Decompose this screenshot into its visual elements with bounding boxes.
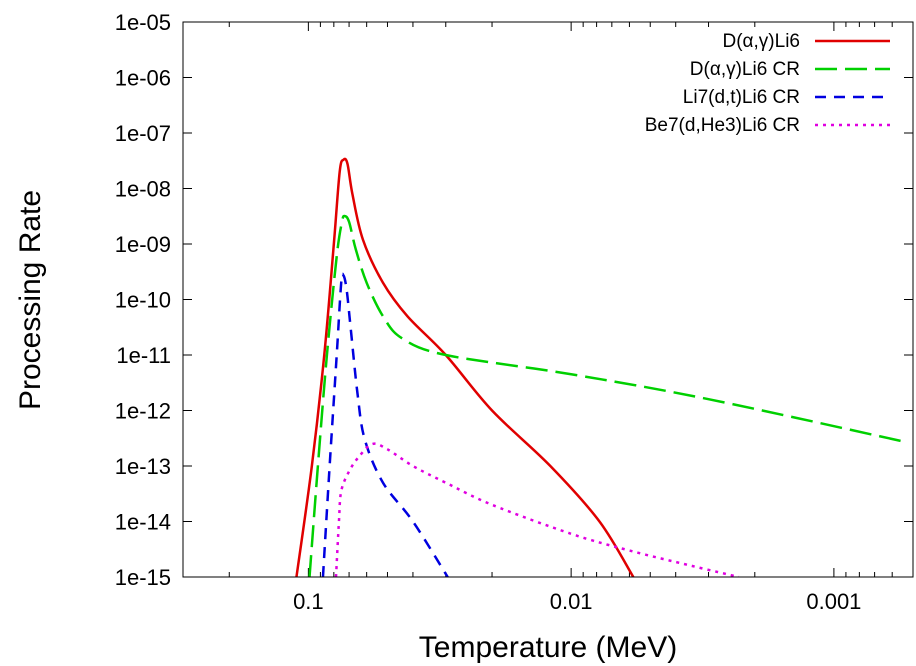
series-line-3 (334, 442, 740, 577)
series-layer (295, 157, 903, 577)
x-tick-label: 0.001 (806, 589, 861, 614)
legend: D(α,γ)Li6 D(α,γ)Li6 CR Li7(d,t)Li6 CR Be7(d… (645, 31, 890, 136)
legend-label: Li7(d,t)Li6 CR (683, 87, 800, 108)
series-line-1 (308, 214, 903, 577)
x-tick-label: 0.01 (550, 589, 593, 614)
y-tick-label: 1e-05 (115, 10, 171, 35)
legend-label: D(α,γ)Li6 (723, 31, 801, 52)
y-tick-label: 1e-15 (115, 565, 171, 590)
legend-label: D(α,γ)Li6 CR (690, 59, 800, 80)
y-tick-label: 1e-09 (115, 232, 171, 257)
y-axis-title: Processing Rate (14, 190, 47, 410)
tick-layer: 1e-05 1e-06 1e-07 1e-08 1e-09 1e-10 1e-11 1e-12… (115, 10, 914, 614)
y-tick-label: 1e-10 (115, 288, 171, 313)
series-line-0 (295, 157, 635, 577)
x-tick-label: 0.1 (293, 589, 324, 614)
y-tick-label: 1e-06 (115, 66, 171, 91)
x-axis-title: Temperature (MeV) (419, 631, 677, 664)
y-tick-label: 1e-07 (115, 121, 171, 146)
y-tick-label: 1e-08 (115, 177, 171, 202)
y-tick-label: 1e-12 (115, 399, 171, 424)
series-line-2 (321, 272, 449, 577)
y-tick-label: 1e-13 (115, 454, 171, 479)
plot-frame (182, 21, 914, 578)
legend-label: Be7(d,He3)Li6 CR (645, 115, 800, 136)
y-tick-label: 1e-11 (116, 343, 171, 368)
y-tick-label: 1e-14 (115, 510, 171, 535)
